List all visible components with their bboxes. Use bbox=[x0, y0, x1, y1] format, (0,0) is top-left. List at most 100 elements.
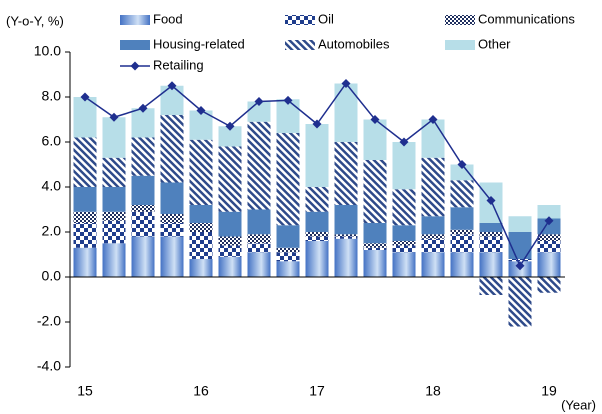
bar-segment bbox=[160, 214, 184, 223]
bar-segment bbox=[334, 234, 358, 237]
bar-segment bbox=[73, 97, 97, 138]
bar-segment bbox=[334, 142, 358, 205]
bar-segment bbox=[537, 205, 561, 219]
bar-segment bbox=[73, 187, 97, 212]
bar-segment bbox=[363, 160, 387, 223]
bar-segment bbox=[131, 137, 155, 176]
x-axis-label: (Year) bbox=[561, 397, 596, 412]
bar-segment bbox=[247, 209, 271, 235]
line-marker bbox=[544, 216, 554, 226]
bar-segment bbox=[479, 252, 503, 277]
bar-segment bbox=[450, 234, 474, 253]
line-marker bbox=[515, 261, 525, 271]
bar-segment bbox=[450, 207, 474, 230]
bar-segment bbox=[131, 211, 155, 237]
bar-segment bbox=[537, 277, 561, 293]
line-marker bbox=[109, 112, 119, 122]
bar-segment bbox=[73, 247, 97, 277]
legend-label: Food bbox=[153, 11, 183, 26]
legend-label: Other bbox=[478, 36, 511, 51]
bar-segment bbox=[276, 133, 300, 226]
bar-segment bbox=[479, 232, 503, 237]
x-tick-label: 16 bbox=[193, 383, 209, 399]
line-marker bbox=[196, 106, 206, 115]
bar-segment bbox=[392, 225, 416, 241]
bar-segment bbox=[73, 223, 97, 248]
bar-segment bbox=[247, 252, 271, 277]
bar-segment bbox=[537, 241, 561, 253]
line-marker bbox=[312, 119, 322, 129]
bar-segment bbox=[218, 245, 242, 257]
bar-segment bbox=[102, 187, 126, 212]
legend-label: Retailing bbox=[153, 57, 204, 72]
line-marker bbox=[486, 196, 496, 205]
bar-segment bbox=[421, 157, 445, 217]
bar-segment bbox=[363, 223, 387, 244]
bar-segment bbox=[189, 110, 213, 140]
legend-marker bbox=[130, 61, 140, 71]
bar-segment bbox=[508, 216, 532, 232]
bar-segment bbox=[508, 232, 532, 259]
bar-segment bbox=[218, 211, 242, 237]
legend-swatch bbox=[120, 15, 150, 25]
legend-label: Oil bbox=[318, 11, 334, 26]
line-marker bbox=[428, 115, 438, 124]
bar-segment bbox=[421, 234, 445, 239]
bar-segment bbox=[218, 126, 242, 147]
line-marker bbox=[138, 103, 148, 113]
line-marker bbox=[225, 121, 235, 131]
line-marker bbox=[457, 160, 467, 169]
bar-segment bbox=[421, 238, 445, 253]
bar-segment bbox=[450, 229, 474, 235]
line-marker bbox=[80, 92, 90, 102]
x-tick-label: 19 bbox=[541, 383, 557, 399]
bar-segment bbox=[102, 157, 126, 187]
bar-segment bbox=[537, 252, 561, 277]
bar-segment bbox=[334, 83, 358, 142]
bar-segment bbox=[131, 108, 155, 138]
bar-segment bbox=[363, 250, 387, 277]
bar-segment bbox=[450, 180, 474, 208]
legend-swatch bbox=[285, 40, 315, 50]
bar-segment bbox=[363, 119, 387, 160]
bar-segment bbox=[305, 124, 329, 187]
bar-segment bbox=[276, 225, 300, 248]
legend-swatch bbox=[445, 15, 475, 25]
line-marker bbox=[283, 95, 293, 105]
bar-segment bbox=[73, 137, 97, 187]
bar-segment bbox=[102, 243, 126, 277]
bar-segment bbox=[160, 115, 184, 183]
x-tick-label: 17 bbox=[309, 383, 325, 399]
x-tick-label: 15 bbox=[77, 383, 93, 399]
bar-segment bbox=[276, 247, 300, 253]
line-marker bbox=[167, 81, 177, 91]
bar-segment bbox=[247, 234, 271, 244]
bar-segment bbox=[247, 121, 271, 210]
legend-swatch bbox=[445, 40, 475, 50]
bar-segment bbox=[537, 234, 561, 241]
bar-segment bbox=[508, 259, 532, 262]
bar-segment bbox=[218, 256, 242, 277]
bar-segment bbox=[305, 241, 329, 277]
bar-segment bbox=[189, 139, 213, 205]
bar-segment bbox=[305, 187, 329, 212]
y-tick-label: 8.0 bbox=[42, 88, 62, 104]
bar-segment bbox=[392, 142, 416, 190]
bar-segment bbox=[392, 252, 416, 277]
bar-segment bbox=[479, 236, 503, 253]
bar-segment bbox=[247, 243, 271, 253]
y-tick-label: 6.0 bbox=[42, 133, 62, 149]
bar-segment bbox=[276, 99, 300, 133]
bar-segment bbox=[102, 220, 126, 244]
bar-segment bbox=[392, 245, 416, 253]
line-marker bbox=[254, 97, 264, 106]
line-marker bbox=[370, 115, 380, 124]
bar-segment bbox=[73, 211, 97, 223]
bar-segment bbox=[450, 164, 474, 181]
bar-segment bbox=[334, 236, 358, 239]
bar-segment bbox=[305, 232, 329, 237]
bar-segment bbox=[131, 175, 155, 205]
bar-segment bbox=[189, 205, 213, 223]
bar-segment bbox=[508, 277, 532, 327]
